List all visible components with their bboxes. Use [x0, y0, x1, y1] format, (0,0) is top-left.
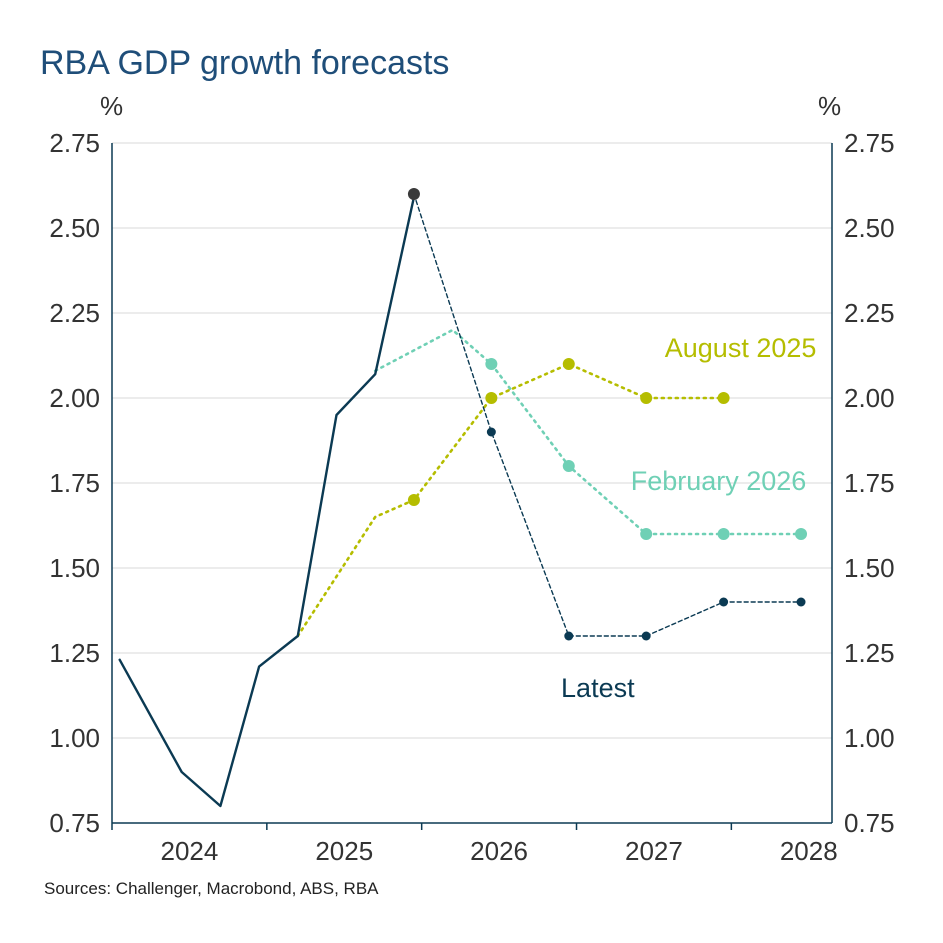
data-point — [795, 528, 808, 540]
data-point — [564, 631, 574, 641]
series-layer — [118, 188, 808, 808]
data-point — [717, 392, 730, 404]
y-tick-label-left: 1.25 — [49, 638, 100, 668]
y-tick-label-right: 2.50 — [844, 213, 895, 243]
y-tick-label-left: 2.50 — [49, 213, 100, 243]
data-point — [641, 631, 651, 641]
series-label: February 2026 — [631, 466, 807, 496]
y-tick-label-right: 0.75 — [844, 808, 895, 838]
source-note: Sources: Challenger, Macrobond, ABS, RBA — [44, 879, 379, 898]
series-february-2026-dotted — [373, 328, 808, 540]
series-label: Latest — [561, 673, 635, 703]
y-tick-label-right: 1.00 — [844, 723, 895, 753]
y-tick-label-left: 1.00 — [49, 723, 100, 753]
axes — [111, 143, 833, 824]
data-point — [485, 392, 498, 404]
series-label: August 2025 — [665, 333, 817, 363]
y-tick-label-right: 2.25 — [844, 298, 895, 328]
y-tick-label-left: 1.50 — [49, 553, 100, 583]
series-august-2025-dotted — [296, 358, 730, 638]
y-tick-label-right: 1.75 — [844, 468, 895, 498]
data-point — [640, 392, 653, 404]
data-point — [562, 358, 575, 370]
y-tick-label-right: 2.75 — [844, 128, 895, 158]
x-tick-label: 2028 — [780, 836, 838, 866]
data-point — [407, 188, 420, 200]
y-tick-label-left: 2.00 — [49, 383, 100, 413]
series-latest-dashed — [407, 188, 806, 641]
y-tick-labels-left: 0.75 1.00 1.25 1.50 1.75 2.00 2.25 2.50 2.75 — [49, 128, 100, 838]
data-point — [796, 597, 806, 607]
y-tick-label-right: 1.25 — [844, 638, 895, 668]
x-tick-label: 2026 — [470, 836, 528, 866]
data-point — [719, 597, 729, 607]
series-latest-solid — [118, 196, 416, 808]
data-point — [717, 528, 730, 540]
y-tick-label-right: 1.50 — [844, 553, 895, 583]
y-tick-label-right: 2.00 — [844, 383, 895, 413]
x-tick-label: 2024 — [160, 836, 218, 866]
y-tick-label-left: 2.25 — [49, 298, 100, 328]
data-point — [486, 427, 496, 437]
chart-title: RBA GDP growth forecasts — [40, 44, 449, 82]
y-tick-labels-right: 0.75 1.00 1.25 1.50 1.75 2.00 2.25 2.50 2.75 — [844, 128, 895, 838]
data-point — [407, 494, 420, 506]
y-axis-unit-right: % — [818, 91, 841, 121]
series-line — [296, 362, 725, 638]
x-tick-labels: 2024 2025 2026 2027 2028 — [111, 823, 838, 866]
y-tick-label-left: 1.75 — [49, 468, 100, 498]
x-tick-label: 2025 — [315, 836, 373, 866]
data-point — [640, 528, 653, 540]
y-axis-unit-left: % — [100, 91, 123, 121]
y-tick-label-left: 2.75 — [49, 128, 100, 158]
gridlines — [112, 142, 832, 739]
series-line — [118, 196, 416, 808]
x-tick-label: 2027 — [625, 836, 683, 866]
data-point — [562, 460, 575, 472]
data-point — [485, 358, 498, 370]
series-line — [413, 193, 802, 637]
series-labels: Latest February 2026 August 2025 — [561, 333, 816, 703]
y-tick-label-left: 0.75 — [49, 808, 100, 838]
